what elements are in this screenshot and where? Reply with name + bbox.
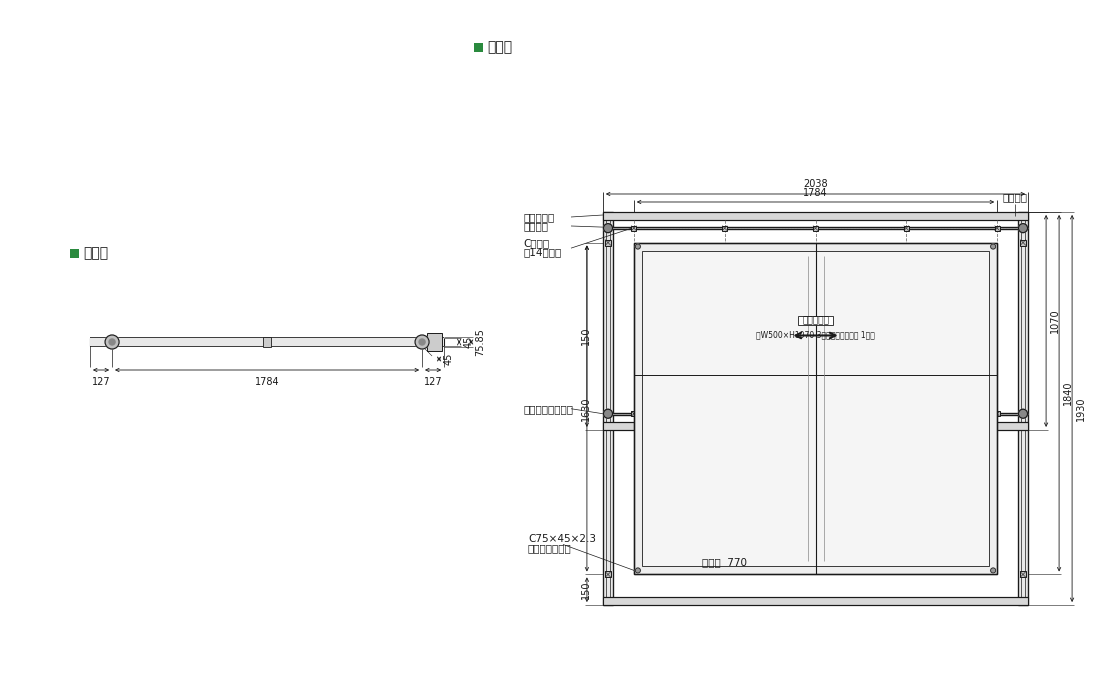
Bar [723, 411, 727, 416]
Bar [603, 227, 1028, 229]
Bar [994, 225, 1000, 230]
Text: 鏡板セット: 鏡板セット [802, 316, 829, 326]
Text: 1070: 1070 [1050, 309, 1060, 333]
Circle shape [604, 410, 613, 418]
Text: 正面図: 正面図 [487, 40, 513, 54]
Bar [603, 422, 1028, 430]
Text: 支柱パイプ: 支柱パイプ [522, 212, 554, 222]
Circle shape [636, 244, 640, 249]
Bar [813, 411, 818, 416]
Text: 1630: 1630 [581, 396, 591, 421]
Text: 45: 45 [443, 353, 453, 365]
Bar [994, 411, 1000, 416]
Bar [631, 411, 637, 416]
Circle shape [419, 339, 425, 345]
Text: 1784: 1784 [803, 188, 828, 198]
Bar [634, 242, 997, 575]
Bar [603, 212, 613, 605]
Text: 鏡板取付用パイプ: 鏡板取付用パイプ [522, 404, 573, 414]
Bar [474, 43, 483, 52]
Bar [813, 225, 818, 230]
Bar [603, 413, 1028, 415]
Bar [263, 337, 271, 347]
Text: 2038: 2038 [803, 179, 828, 189]
Bar [631, 225, 637, 230]
Text: （亜鉛メッキ）: （亜鉛メッキ） [528, 543, 572, 554]
Bar [904, 411, 909, 416]
Circle shape [415, 335, 429, 349]
Text: （14箇所）: （14箇所） [522, 247, 561, 257]
Bar [605, 239, 610, 246]
Bar [603, 212, 1028, 220]
Bar [605, 571, 610, 577]
Circle shape [109, 339, 116, 345]
Bar [642, 251, 989, 566]
Bar [70, 249, 79, 258]
Bar [90, 338, 444, 346]
Circle shape [1019, 223, 1027, 232]
Bar [904, 225, 909, 230]
Text: 1840: 1840 [1063, 381, 1074, 405]
Text: C75×45×2.3: C75×45×2.3 [528, 535, 596, 545]
Text: 断面図: 断面図 [82, 246, 108, 260]
Bar [1018, 212, 1028, 605]
Circle shape [1019, 410, 1027, 418]
Text: 150: 150 [581, 580, 591, 599]
Text: 45: 45 [463, 336, 473, 348]
Circle shape [604, 223, 613, 232]
Text: 75.85: 75.85 [475, 328, 485, 356]
Bar [634, 242, 997, 575]
Bar [1020, 239, 1026, 246]
Text: 1930: 1930 [1076, 396, 1086, 421]
Text: 127: 127 [91, 377, 110, 387]
Text: 開扉幅  770: 開扉幅 770 [702, 557, 747, 567]
Text: 1784: 1784 [255, 377, 279, 387]
Text: 布パイプ: 布パイプ [522, 221, 548, 231]
Text: C型金具: C型金具 [522, 238, 549, 248]
Circle shape [636, 568, 640, 573]
Bar [1020, 571, 1026, 577]
Text: 留め金具: 留め金具 [1002, 192, 1027, 202]
Bar [427, 333, 442, 351]
Circle shape [991, 244, 996, 249]
Text: 127: 127 [424, 377, 442, 387]
Circle shape [106, 335, 119, 349]
Text: （W500×H1070 3枚　幅調整パネル 1枚）: （W500×H1070 3枚 幅調整パネル 1枚） [756, 330, 874, 339]
Bar [723, 225, 727, 230]
Text: 150: 150 [581, 327, 591, 346]
Bar [798, 316, 833, 326]
Bar [603, 597, 1028, 605]
Circle shape [991, 568, 996, 573]
